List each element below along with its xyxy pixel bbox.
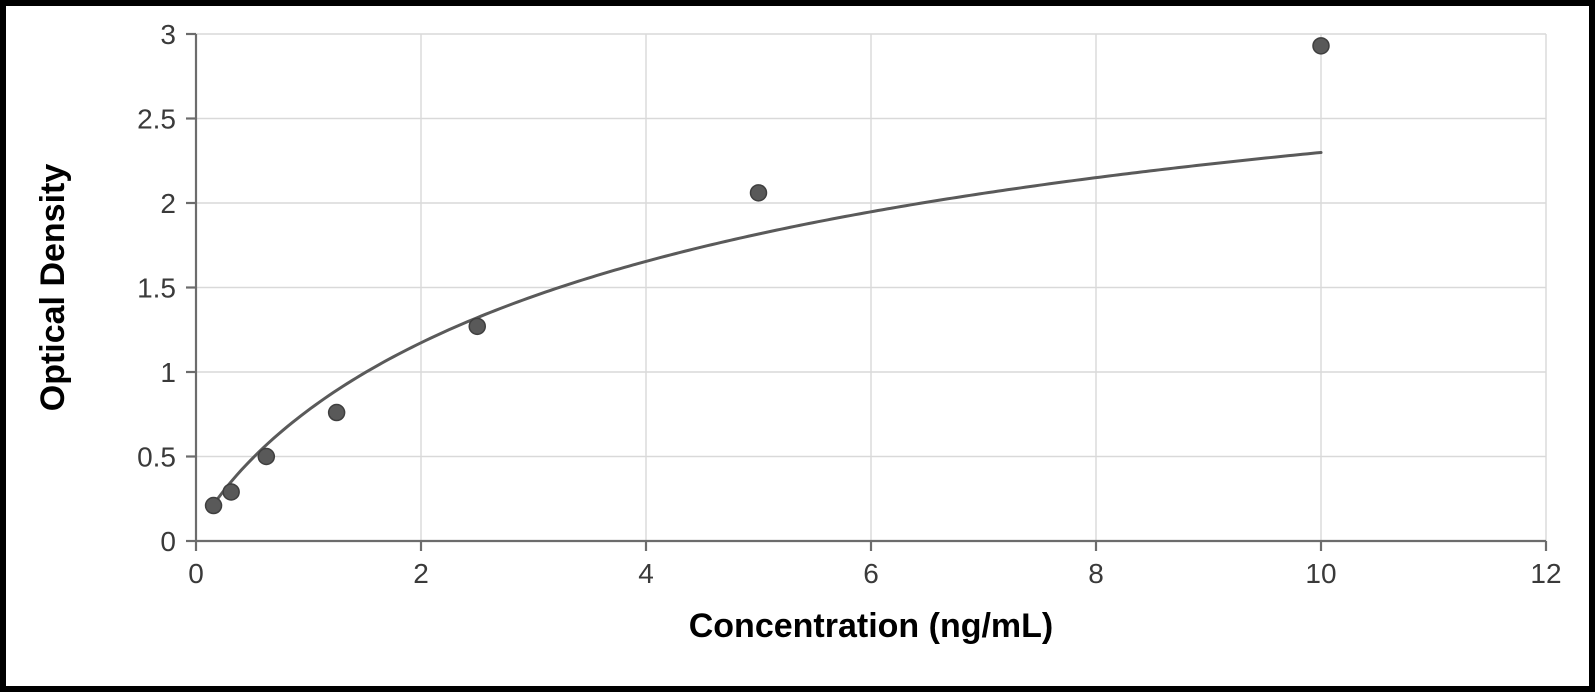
x-tick-label: 10 bbox=[1305, 558, 1336, 589]
data-point bbox=[751, 185, 767, 201]
data-point bbox=[469, 318, 485, 334]
x-tick-label: 8 bbox=[1088, 558, 1104, 589]
y-tick-label: 0 bbox=[160, 526, 176, 557]
data-point bbox=[206, 498, 222, 514]
x-tick-label: 0 bbox=[188, 558, 204, 589]
y-tick-label: 3 bbox=[160, 19, 176, 50]
x-tick-label: 12 bbox=[1530, 558, 1561, 589]
y-tick-label: 1.5 bbox=[137, 272, 176, 303]
x-tick-label: 4 bbox=[638, 558, 654, 589]
chart-frame: 0 2 4 6 8 10 12 0 0.5 1 1.5 2 2.5 3 Concentration (ng/… bbox=[0, 0, 1595, 692]
y-tick-label: 1 bbox=[160, 357, 176, 388]
x-axis-label: Concentration (ng/mL) bbox=[689, 607, 1054, 645]
data-point bbox=[329, 405, 345, 421]
y-tick-label: 2 bbox=[160, 188, 176, 219]
chart-svg: 0 2 4 6 8 10 12 0 0.5 1 1.5 2 2.5 3 Concentration (ng/… bbox=[6, 6, 1589, 686]
data-point bbox=[1313, 38, 1329, 54]
data-point bbox=[258, 449, 274, 465]
y-tick-label: 0.5 bbox=[137, 441, 176, 472]
y-tick-label: 2.5 bbox=[137, 103, 176, 134]
x-tick-label: 2 bbox=[413, 558, 429, 589]
y-axis-label: Optical Density bbox=[34, 164, 72, 412]
x-tick-label: 6 bbox=[863, 558, 879, 589]
data-point bbox=[223, 484, 239, 500]
